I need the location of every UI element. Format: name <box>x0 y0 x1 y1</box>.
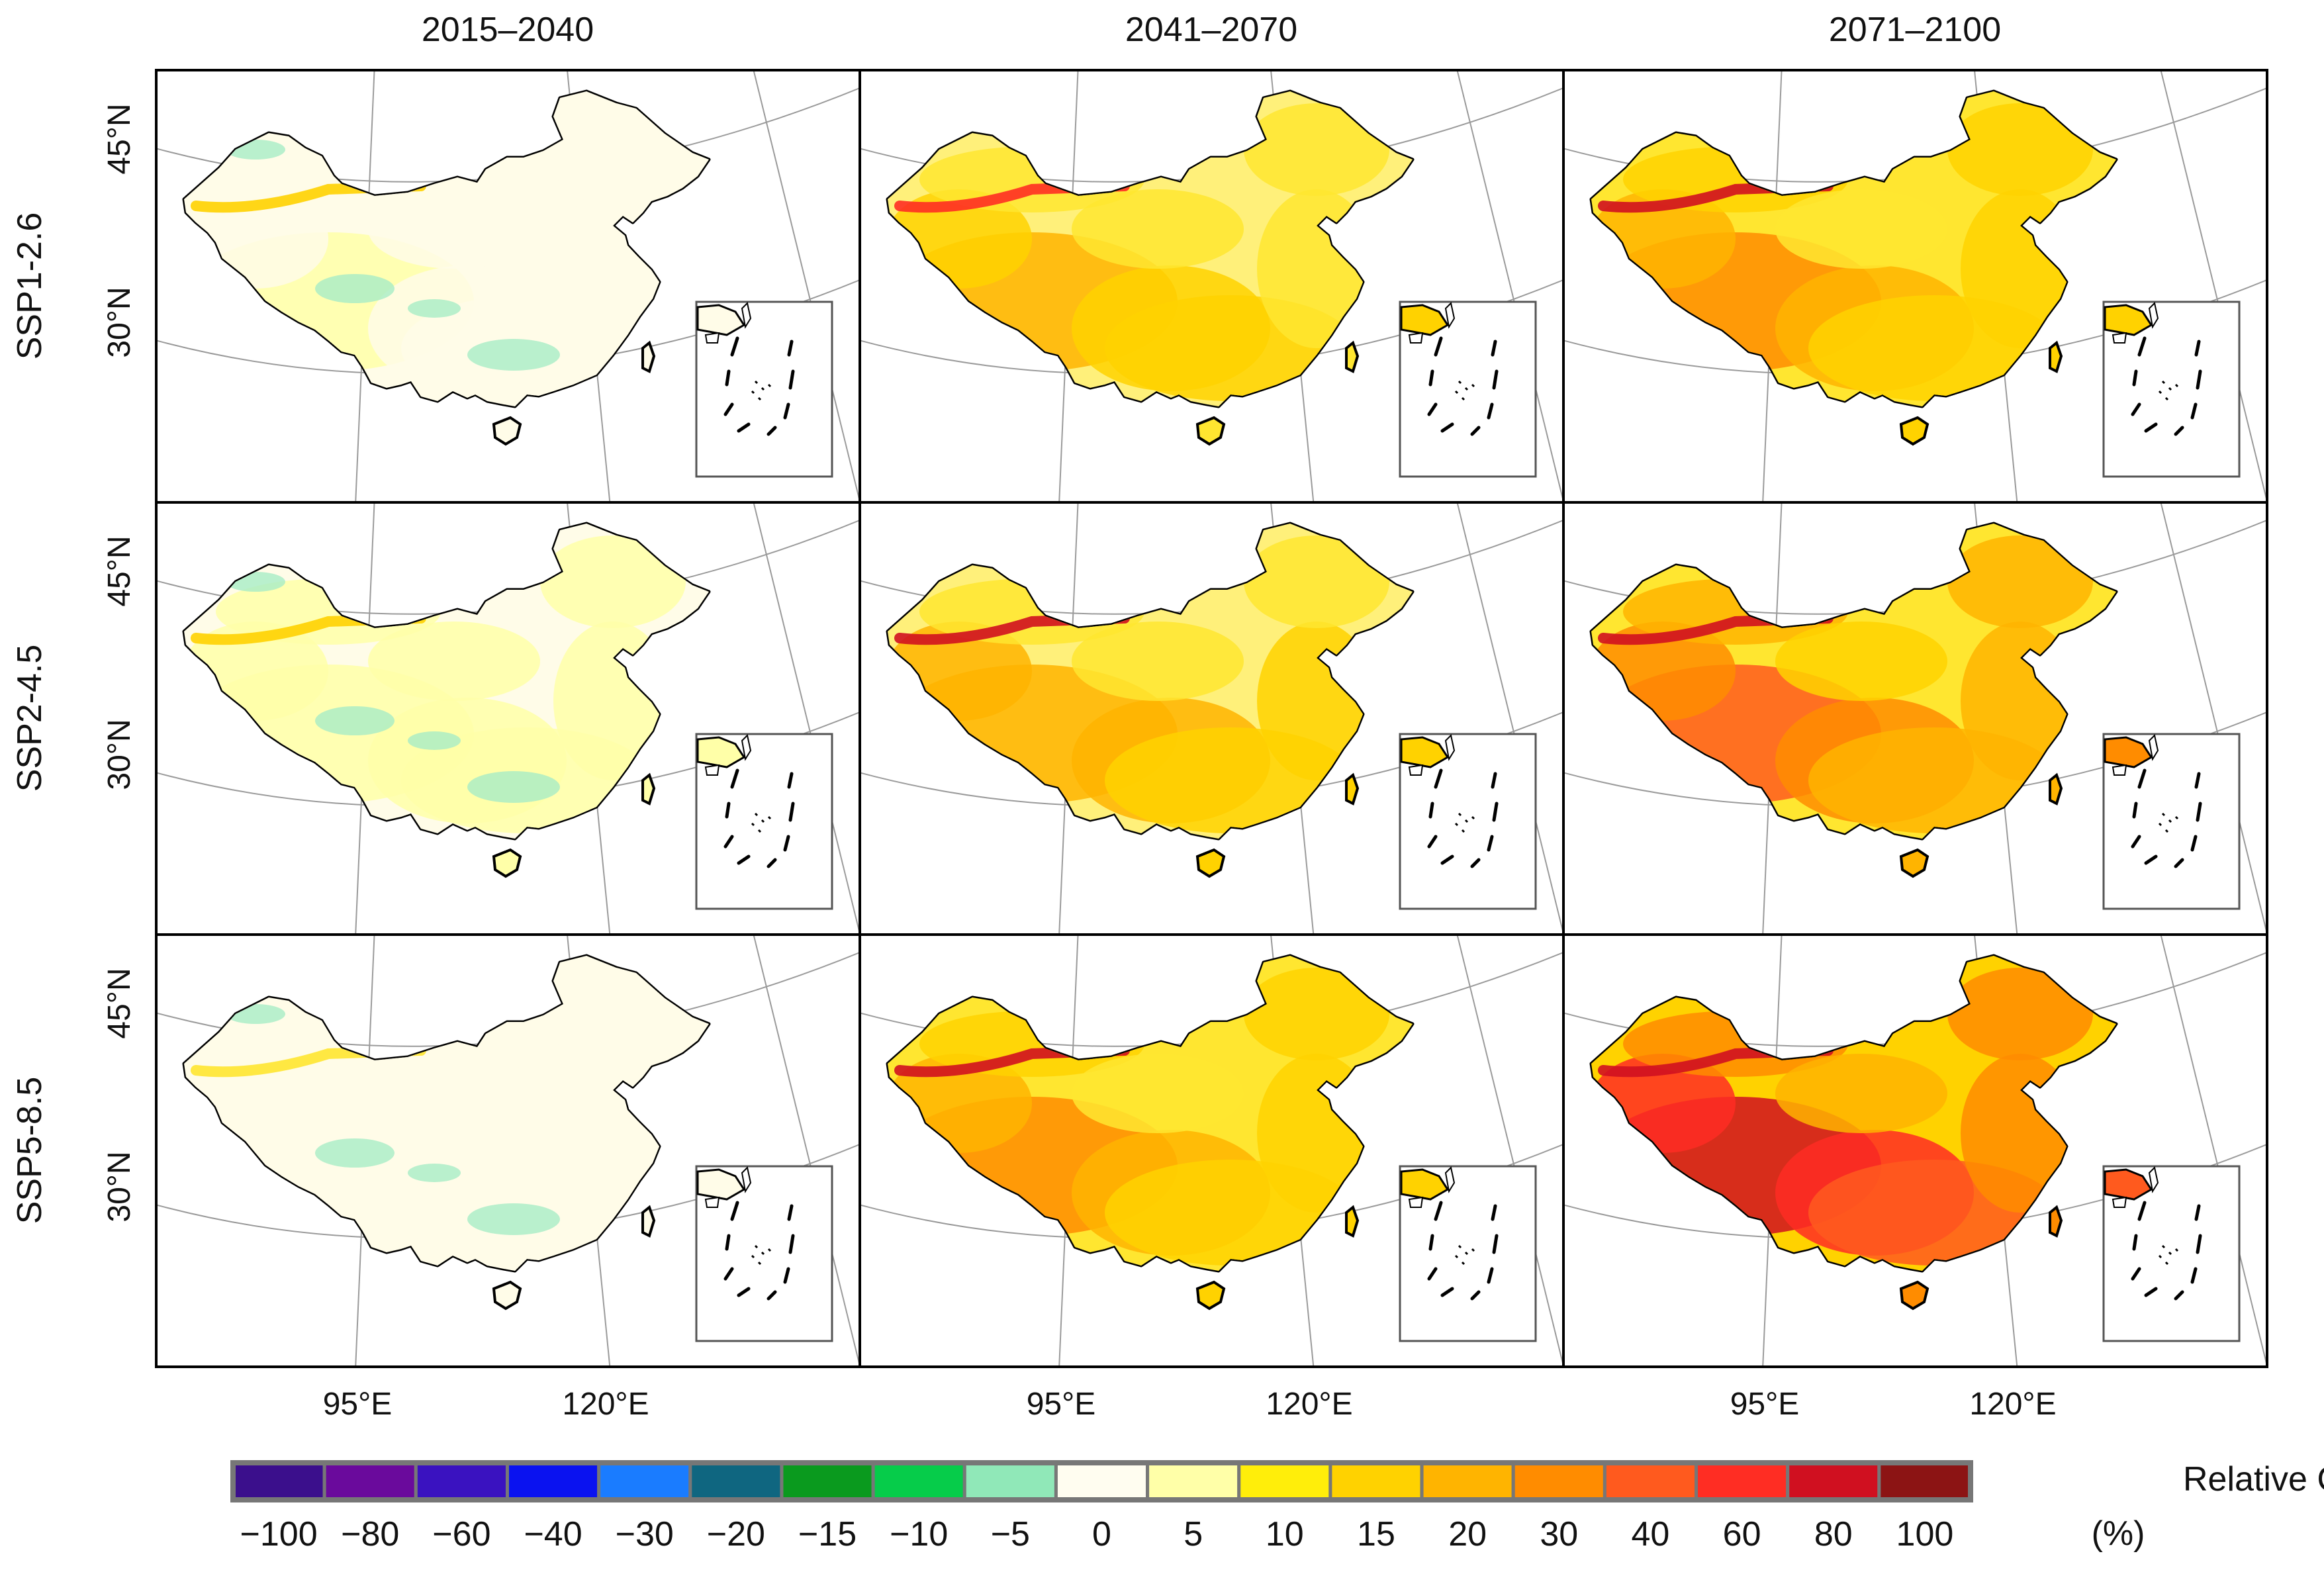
south-china-sea-inset <box>1399 1165 1537 1342</box>
legend-swatch <box>1146 1461 1241 1502</box>
legend-tick-label: 0 <box>1092 1515 1111 1553</box>
map-panel-ssp245-2015-2040 <box>156 502 860 935</box>
legend-swatch <box>871 1461 966 1502</box>
legend-swatch <box>780 1461 875 1502</box>
lon-label-95e-col1: 95°E <box>323 1387 393 1422</box>
taiwan-island <box>641 772 656 806</box>
legend-swatch <box>962 1461 1058 1502</box>
taiwan-island <box>1345 772 1360 806</box>
legend-tick-label: 15 <box>1357 1515 1395 1553</box>
column-title-2: 2041–2070 <box>1125 11 1297 49</box>
lon-label-120e-col2: 120°E <box>1266 1387 1352 1422</box>
map-panel-ssp126-2041-2070 <box>860 70 1563 502</box>
legend-swatch <box>597 1461 692 1502</box>
taiwan-island <box>2049 772 2063 806</box>
legend-swatch <box>1328 1461 1424 1502</box>
legend-tick-label: −60 <box>432 1515 490 1553</box>
map-panel-ssp126-2071-2100 <box>1563 70 2267 502</box>
lon-label-95e-col2: 95°E <box>1027 1387 1096 1422</box>
lat-label-30n-row1: 30°N <box>102 287 137 357</box>
legend-tick-label: −20 <box>707 1515 765 1553</box>
legend-swatch <box>505 1461 601 1502</box>
hainan-island <box>1195 416 1226 446</box>
legend-tick-label: −10 <box>890 1515 948 1553</box>
map-panel-ssp585-2015-2040 <box>156 935 860 1367</box>
legend-tick-label: −5 <box>991 1515 1030 1553</box>
legend-tick-label: 30 <box>1540 1515 1578 1553</box>
south-china-sea-inset <box>695 1165 833 1342</box>
map-panel-ssp245-2071-2100 <box>1563 502 2267 935</box>
row-label-ssp126: SSP1-2.6 <box>11 212 49 360</box>
legend-swatch <box>1420 1461 1515 1502</box>
legend-tick-label: 20 <box>1448 1515 1487 1553</box>
legend-tick-label: 100 <box>1896 1515 1954 1553</box>
row-label-ssp585: SSP5-8.5 <box>11 1077 49 1224</box>
south-china-sea-inset <box>695 733 833 910</box>
legend-swatch <box>1237 1461 1332 1502</box>
taiwan-island <box>2049 340 2063 373</box>
lat-label-45n-row3: 45°N <box>102 968 137 1039</box>
legend-swatch <box>1603 1461 1698 1502</box>
lat-label-45n-row1: 45°N <box>102 103 137 174</box>
legend-swatch <box>231 1461 326 1502</box>
lat-label-30n-row3: 30°N <box>102 1151 137 1222</box>
color-legend: −100 −80 −60 −40 −30 −20 −15 −10 −5 0 5 10 15 20 30 40 6… <box>230 1460 1973 1553</box>
taiwan-island <box>1345 1205 1360 1238</box>
legend-swatch <box>1695 1461 1790 1502</box>
legend-tick-label: −15 <box>798 1515 857 1553</box>
taiwan-island <box>2049 1205 2063 1238</box>
hainan-island <box>492 848 522 878</box>
legend-tick-label: −30 <box>616 1515 674 1553</box>
legend-swatch <box>1786 1461 1881 1502</box>
column-title-1: 2015–2040 <box>422 11 594 49</box>
legend-tick-label: 40 <box>1632 1515 1670 1553</box>
hainan-island <box>492 416 522 446</box>
legend-swatch <box>1511 1461 1606 1502</box>
hainan-island <box>1195 1280 1226 1311</box>
hainan-island <box>1899 416 1929 446</box>
south-china-sea-inset <box>1399 300 1537 478</box>
legend-tick-label: 5 <box>1184 1515 1203 1553</box>
map-panel-ssp585-2041-2070 <box>860 935 1563 1367</box>
legend-title: Relative Change <box>2183 1460 2324 1499</box>
hainan-island <box>1899 848 1929 878</box>
south-china-sea-inset <box>2102 733 2241 910</box>
taiwan-island <box>641 340 656 373</box>
legend-tick-label: 80 <box>1814 1515 1853 1553</box>
legend-tick-label: −80 <box>341 1515 399 1553</box>
lon-label-120e-col3: 120°E <box>1969 1387 2056 1422</box>
panel-frame-9 <box>1562 933 2268 1368</box>
lat-label-45n-row2: 45°N <box>102 535 137 606</box>
legend-tick-label: 10 <box>1266 1515 1304 1553</box>
legend-swatch <box>322 1461 418 1502</box>
map-panel-ssp585-2071-2100 <box>1563 935 2267 1367</box>
legend-unit: (%) <box>2092 1514 2145 1553</box>
legend-swatch <box>688 1461 784 1502</box>
south-china-sea-inset <box>2102 1165 2241 1342</box>
legend-swatch <box>1877 1461 1973 1502</box>
lon-label-120e-col1: 120°E <box>562 1387 649 1422</box>
south-china-sea-inset <box>2102 300 2241 478</box>
legend-tick-label: −40 <box>524 1515 582 1553</box>
legend-swatch <box>1054 1461 1150 1502</box>
legend-tick-label: 60 <box>1723 1515 1761 1553</box>
south-china-sea-inset <box>695 300 833 478</box>
lon-label-95e-col3: 95°E <box>1730 1387 1800 1422</box>
hainan-island <box>1899 1280 1929 1311</box>
legend-swatch <box>414 1461 509 1502</box>
legend-frame <box>230 1460 1973 1502</box>
column-title-3: 2071–2100 <box>1829 11 2001 49</box>
taiwan-island <box>1345 340 1360 373</box>
legend-tick-label: −100 <box>240 1515 318 1553</box>
hainan-island <box>1195 848 1226 878</box>
lat-label-30n-row2: 30°N <box>102 719 137 790</box>
relative-change-shading <box>888 956 1413 1271</box>
hainan-island <box>492 1280 522 1311</box>
row-label-ssp245: SSP2-4.5 <box>11 645 49 792</box>
map-panel-ssp245-2041-2070 <box>860 502 1563 935</box>
south-china-sea-inset <box>1399 733 1537 910</box>
taiwan-island <box>641 1205 656 1238</box>
map-panel-ssp126-2015-2040 <box>156 70 860 502</box>
